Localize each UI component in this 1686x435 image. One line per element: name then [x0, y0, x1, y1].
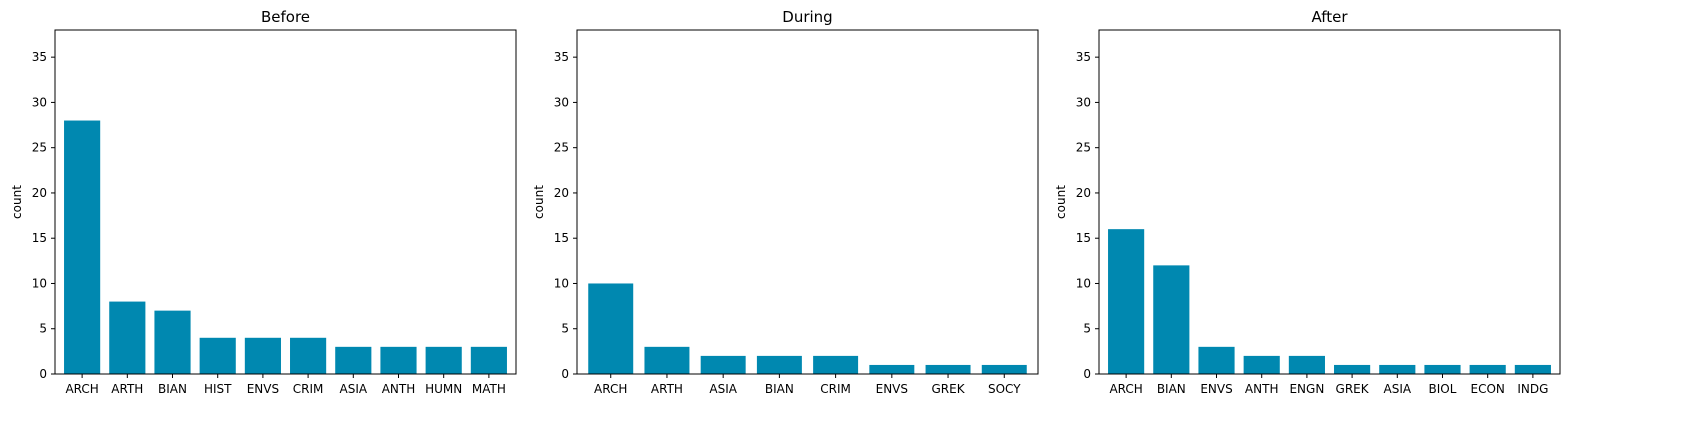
y-tick-label: 30	[32, 95, 47, 109]
x-tick-label: ASIA	[1384, 382, 1412, 396]
x-tick-label: BIOL	[1429, 382, 1457, 396]
y-axis-label: count	[532, 185, 546, 219]
chart-title: After	[1311, 8, 1348, 26]
bar-asia	[700, 355, 746, 374]
x-tick-label: CRIM	[293, 382, 324, 396]
x-tick-label: SOCY	[988, 382, 1021, 396]
y-tick-label: 5	[39, 322, 47, 336]
y-tick-label: 0	[561, 367, 569, 381]
bar-asia	[1379, 364, 1416, 374]
y-tick-label: 5	[561, 322, 569, 336]
bar-econ	[1469, 364, 1506, 374]
x-tick-label: ENVS	[876, 382, 908, 396]
x-tick-label: BIAN	[158, 382, 187, 396]
y-tick-label: 0	[39, 367, 47, 381]
bar-arch	[1108, 229, 1145, 374]
x-tick-label: ARCH	[65, 382, 98, 396]
x-tick-label: GREK	[932, 382, 966, 396]
y-axis-label: count	[10, 185, 24, 219]
x-tick-label: HUMN	[425, 382, 462, 396]
x-tick-label: ANTH	[382, 382, 416, 396]
y-tick-label: 25	[554, 141, 569, 155]
y-tick-label: 25	[32, 141, 47, 155]
bar-bian	[756, 355, 802, 374]
x-tick-label: CRIM	[820, 382, 851, 396]
bar-envs	[869, 364, 915, 374]
y-tick-label: 20	[1076, 186, 1091, 200]
x-tick-label: ENVS	[247, 382, 279, 396]
chart-panel-during: 0 5 10 15 20 25 30 35 ARCH ARTH ASIA BIAN CRIM ENVS GR…	[532, 8, 1039, 396]
x-tick-label: GREK	[1336, 382, 1370, 396]
y-tick-label: 10	[554, 276, 569, 290]
x-tick-label: ARCH	[1109, 382, 1142, 396]
bar-grek	[1334, 364, 1371, 374]
bar-arth	[109, 301, 146, 374]
x-tick-label: ENVS	[1200, 382, 1232, 396]
y-tick-label: 20	[554, 186, 569, 200]
bar-arch	[588, 283, 634, 374]
y-tick-label: 25	[1076, 141, 1091, 155]
y-tick-label: 15	[1076, 231, 1091, 245]
bar-arch	[64, 120, 101, 375]
chart-panel-after: 0 5 10 15 20 25 30 35 ARCH BIAN ENVS ANTH ENGN GREK AS…	[1054, 8, 1561, 396]
y-tick-label: 15	[32, 231, 47, 245]
x-tick-label: BIAN	[765, 382, 794, 396]
y-tick-label: 10	[32, 276, 47, 290]
y-tick-label: 30	[1076, 95, 1091, 109]
x-tick-label: ARTH	[651, 382, 683, 396]
x-tick-label: BIAN	[1157, 382, 1186, 396]
bar-humn	[425, 346, 462, 374]
chart-title: During	[782, 8, 832, 26]
bar-crim	[290, 337, 327, 374]
x-tick-label: ARTH	[111, 382, 143, 396]
x-tick-label: HIST	[204, 382, 232, 396]
bar-engn	[1288, 355, 1325, 374]
axes-frame	[1098, 29, 1561, 375]
bar-bian	[154, 310, 191, 374]
x-tick-label: ENGN	[1289, 382, 1324, 396]
x-tick-label: ASIA	[709, 382, 737, 396]
y-tick-label: 0	[1083, 367, 1091, 381]
bar-bian	[1153, 265, 1190, 374]
bar-indg	[1514, 364, 1551, 374]
bar-arth	[644, 346, 690, 374]
y-tick-label: 10	[1076, 276, 1091, 290]
y-tick-label: 35	[1076, 50, 1091, 64]
bar-socy	[981, 364, 1027, 374]
bar-biol	[1424, 364, 1461, 374]
x-tick-label: ARCH	[594, 382, 627, 396]
y-tick-label: 5	[1083, 322, 1091, 336]
bar-anth	[1243, 355, 1280, 374]
x-tick-label: MATH	[472, 382, 506, 396]
y-tick-label: 20	[32, 186, 47, 200]
x-tick-label: INDG	[1517, 382, 1548, 396]
y-tick-label: 30	[554, 95, 569, 109]
bar-envs	[1198, 346, 1235, 374]
bar-anth	[380, 346, 417, 374]
bar-math	[470, 346, 507, 374]
x-tick-label: ANTH	[1245, 382, 1279, 396]
bar-crim	[813, 355, 859, 374]
chart-title: Before	[261, 8, 310, 26]
axes-frame	[54, 29, 517, 375]
y-tick-label: 15	[554, 231, 569, 245]
x-tick-label: ECON	[1470, 382, 1504, 396]
axes-frame	[576, 29, 1039, 375]
y-tick-label: 35	[554, 50, 569, 64]
x-tick-label: ASIA	[340, 382, 368, 396]
y-axis-label: count	[1054, 185, 1068, 219]
bar-asia	[335, 346, 372, 374]
bar-grek	[925, 364, 971, 374]
bar-hist	[199, 337, 236, 374]
chart-panel-before: 0 5 10 15 20 25 30 35 ARCH ARTH BIAN HIST ENVS CRIM AS…	[10, 8, 517, 396]
bar-envs	[244, 337, 281, 374]
y-tick-label: 35	[32, 50, 47, 64]
